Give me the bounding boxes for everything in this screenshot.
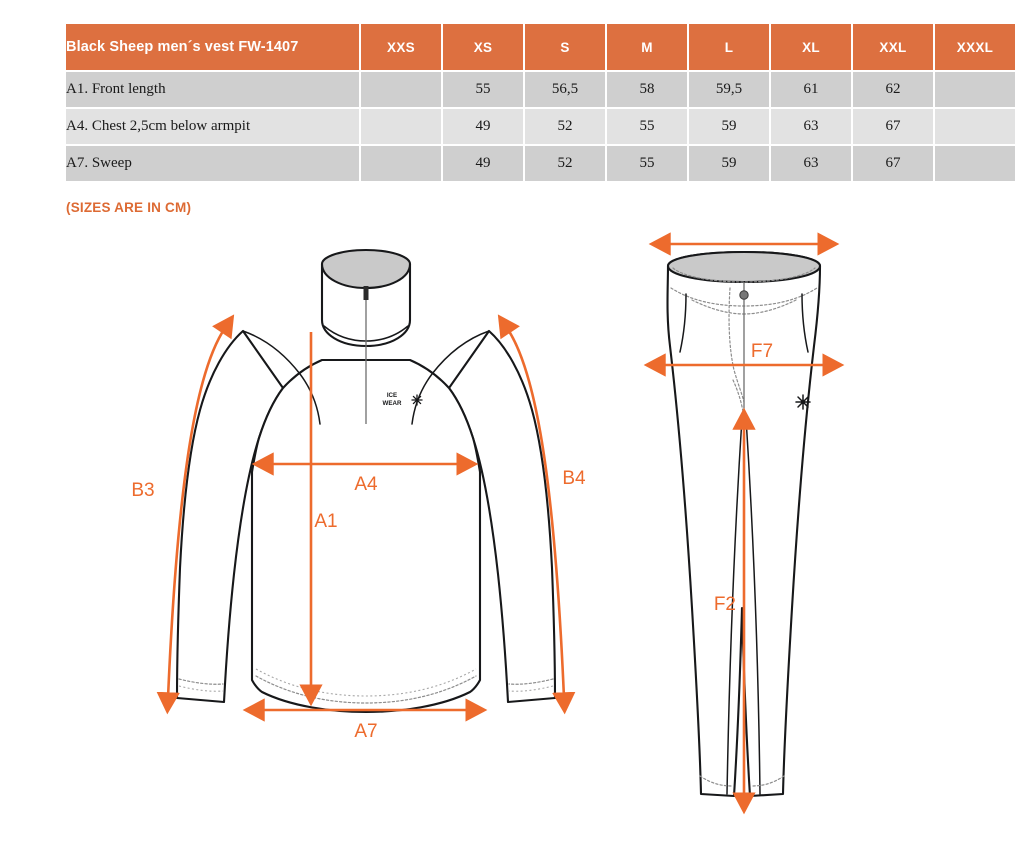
collar-inner	[320, 248, 412, 290]
measure-label-a7: A7	[354, 721, 377, 742]
cell-value: 52	[525, 146, 605, 181]
left-pocket-stitch	[691, 299, 745, 315]
cell-value: 62	[853, 72, 933, 107]
hem-stitch-2	[255, 668, 477, 697]
measure-label-f2: F2	[714, 594, 736, 615]
measure-label-a1: A1	[314, 511, 337, 532]
size-header-xl: XL	[771, 24, 851, 70]
measure-label-b4: B4	[562, 468, 586, 489]
measure-label-f6: F6	[733, 228, 755, 231]
cell-value: 61	[771, 72, 851, 107]
fly-stitch	[728, 287, 745, 403]
size-header-xxxl: XXXL	[935, 24, 1015, 70]
cell-value: 59	[689, 146, 769, 181]
cell-value: 59,5	[689, 72, 769, 107]
cell-value	[935, 72, 1015, 107]
cell-value: 59	[689, 109, 769, 144]
thigh-snowflake-icon	[795, 394, 811, 410]
cell-value: 49	[443, 109, 523, 144]
measurement-label: A4. Chest 2,5cm below armpit	[66, 109, 359, 144]
size-header-s: S	[525, 24, 605, 70]
measure-label-f7: F7	[751, 341, 773, 362]
cell-value: 49	[443, 146, 523, 181]
cell-value: 55	[607, 146, 687, 181]
left-shoulder-seam	[242, 330, 321, 425]
right-shoulder-seam	[411, 330, 490, 425]
cell-value	[935, 146, 1015, 181]
zipper-pull	[363, 286, 369, 300]
table-row: A1. Front length 55 56,5 58 59,5 61 62	[66, 72, 1015, 107]
left-raglan-seam	[242, 330, 284, 389]
snowflake-icon	[411, 394, 423, 406]
measure-label-b3: B3	[131, 480, 154, 501]
cell-value: 67	[853, 146, 933, 181]
cell-value: 67	[853, 109, 933, 144]
cell-value: 52	[525, 109, 605, 144]
logo-text-ice: ICE	[387, 392, 397, 399]
right-raglan-seam	[448, 330, 490, 389]
cell-value: 63	[771, 109, 851, 144]
units-note: (SIZES ARE IN CM)	[66, 200, 192, 215]
left-pocket	[679, 293, 687, 353]
measure-line-b4	[497, 314, 576, 715]
waistband-inner-stitch	[672, 267, 816, 283]
garment-diagrams: ICE WEAR B3 B4	[0, 228, 1030, 847]
cell-value: 58	[607, 72, 687, 107]
cell-value	[361, 109, 441, 144]
size-chart-table-container: Black Sheep men´s vest FW-1407 XXS XS S …	[64, 22, 1015, 183]
product-title-cell: Black Sheep men´s vest FW-1407	[66, 24, 359, 70]
cell-value	[361, 146, 441, 181]
size-header-l: L	[689, 24, 769, 70]
measure-line-b3	[156, 314, 235, 715]
left-hem-stitch	[699, 775, 734, 787]
size-header-m: M	[607, 24, 687, 70]
cell-value: 55	[607, 109, 687, 144]
table-row: A7. Sweep 49 52 55 59 63 67	[66, 146, 1015, 181]
trousers-measurement-annotations: F6 F7 F2	[643, 228, 845, 815]
cell-value	[361, 72, 441, 107]
top-measurement-annotations: B3 B4 A1 A4 A7	[131, 314, 586, 742]
measure-label-a4: A4	[354, 474, 378, 495]
logo-text-wear: WEAR	[383, 400, 402, 407]
size-header-xxs: XXS	[361, 24, 441, 70]
cell-value: 55	[443, 72, 523, 107]
right-pocket	[801, 293, 809, 353]
waistband-opening	[666, 250, 822, 284]
cell-value: 56,5	[525, 72, 605, 107]
measurement-label: A7. Sweep	[66, 146, 359, 181]
table-row: A4. Chest 2,5cm below armpit 49 52 55 59…	[66, 109, 1015, 144]
size-header-xs: XS	[443, 24, 523, 70]
cell-value	[935, 109, 1015, 144]
right-pocket-stitch	[743, 299, 797, 315]
chest-logo: ICE WEAR	[383, 392, 423, 407]
cell-value: 63	[771, 146, 851, 181]
size-header-xxl: XXL	[853, 24, 933, 70]
waist-button	[739, 290, 749, 300]
table-header-row: Black Sheep men´s vest FW-1407 XXS XS S …	[66, 24, 1015, 70]
measurement-label: A1. Front length	[66, 72, 359, 107]
size-chart-table: Black Sheep men´s vest FW-1407 XXS XS S …	[64, 22, 1017, 183]
